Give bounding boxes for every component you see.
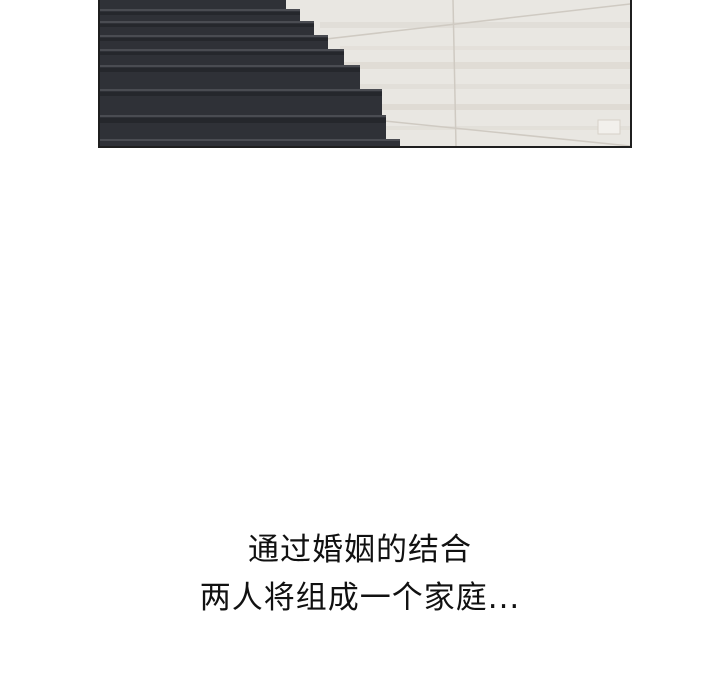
stairs <box>100 0 400 146</box>
wall-texture <box>320 22 630 130</box>
wall-tile-lines <box>299 0 630 146</box>
caption-text: 通过婚姻的结合 两人将组成一个家庭... <box>0 526 720 622</box>
staircase-illustration <box>100 0 630 146</box>
comic-panel-staircase <box>98 0 632 148</box>
caption-line-1: 通过婚姻的结合 <box>248 532 472 568</box>
wall-fixture <box>597 119 621 135</box>
caption-line-2: 两人将组成一个家庭... <box>199 580 521 616</box>
